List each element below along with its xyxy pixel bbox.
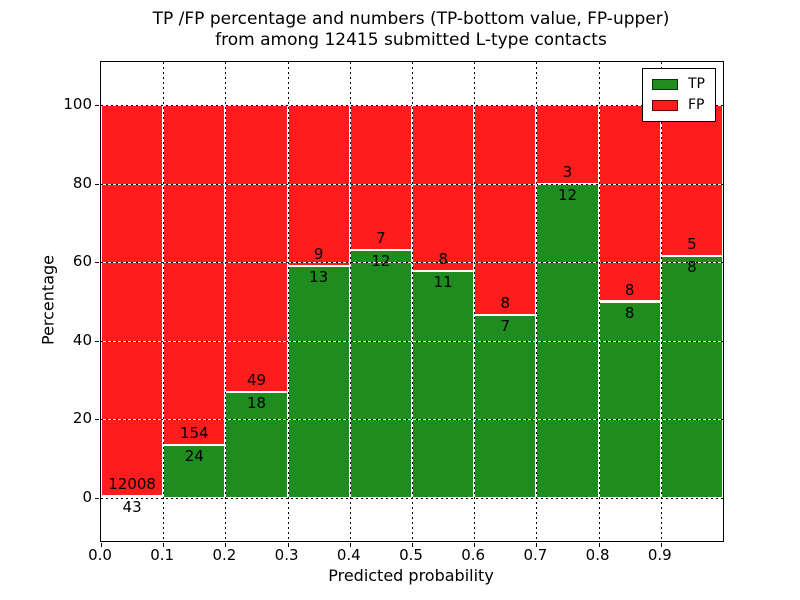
- legend-label: FP: [688, 97, 705, 113]
- x-axis-label: Predicted probability: [328, 566, 494, 585]
- y-tick-mark: [95, 419, 99, 421]
- fp-count-label: 9: [313, 244, 324, 263]
- x-tick-label: 0.1: [150, 546, 175, 564]
- x-tick-mark: [598, 543, 600, 547]
- y-tick-label: 40: [72, 330, 92, 349]
- legend-swatch: [652, 100, 678, 111]
- chart-title-line1: TP /FP percentage and numbers (TP-bottom…: [152, 9, 670, 29]
- x-gridline: [412, 62, 413, 541]
- x-tick-label: 0.0: [88, 546, 112, 564]
- y-tick-mark: [95, 105, 99, 107]
- fp-bar-segment: [163, 105, 226, 445]
- y-tick-label: 20: [72, 409, 92, 428]
- tp-count-label: 18: [246, 394, 267, 413]
- tp-bar-segment: [474, 314, 537, 498]
- y-tick-label: 80: [72, 173, 92, 192]
- tp-count-label: 12: [557, 185, 578, 204]
- x-tick-mark: [474, 543, 476, 547]
- x-gridline: [163, 62, 165, 541]
- x-tick-mark: [163, 543, 165, 547]
- tp-bar-segment: [660, 256, 723, 498]
- x-tick-label: 0.7: [523, 546, 548, 564]
- x-gridline: [287, 62, 289, 541]
- legend-entry: TP: [652, 74, 705, 95]
- fp-bar-segment: [598, 105, 661, 302]
- fp-count-label: 5: [687, 235, 697, 254]
- y-tick-label: 60: [72, 252, 92, 271]
- fp-bar-segment: [660, 105, 723, 257]
- fp-bar-segment: [349, 105, 412, 250]
- x-tick-label: 0.5: [399, 546, 423, 564]
- fp-count-label: 12008: [108, 475, 156, 494]
- fp-bar-segment: [412, 105, 475, 271]
- tp-count-label: 8: [624, 303, 635, 322]
- fp-bar-segment: [225, 105, 288, 393]
- legend-label: TP: [688, 76, 705, 92]
- tp-count-label: 12: [371, 251, 391, 270]
- chart-title-line2: from among 12415 submitted L-type contac…: [215, 30, 607, 50]
- fp-bar-segment: [536, 105, 599, 184]
- tp-count-label: 8: [687, 258, 697, 277]
- legend-entry: FP: [652, 95, 705, 116]
- tp-count-label: 24: [184, 446, 204, 465]
- x-gridline: [474, 62, 476, 541]
- chart-title: TP /FP percentage and numbers (TP-bottom…: [153, 9, 670, 51]
- x-gridline: [225, 62, 227, 541]
- x-tick-mark: [287, 543, 289, 547]
- tp-count-label: 11: [433, 272, 453, 291]
- tp-bar-segment: [287, 265, 350, 498]
- x-tick-label: 0.8: [585, 546, 610, 564]
- x-gridline: [598, 62, 600, 541]
- legend-rows: TP FP: [652, 74, 705, 116]
- fp-bar-segment: [101, 105, 164, 497]
- tp-count-label: 13: [309, 267, 329, 286]
- y-tick-mark: [95, 183, 99, 185]
- tp-bar-segment: [412, 270, 475, 498]
- x-tick-label: 0.3: [274, 546, 299, 564]
- x-tick-label: 0.6: [461, 546, 486, 564]
- fp-bar-segment: [474, 105, 537, 315]
- x-gridline: [536, 62, 538, 541]
- y-tick-label: 100: [63, 95, 92, 114]
- x-tick-mark: [660, 543, 662, 547]
- tp-count-label: 43: [122, 498, 142, 517]
- x-tick-label: 0.9: [647, 546, 672, 564]
- y-tick-mark: [95, 497, 99, 499]
- plot-area: 12008 43 154 24 49 18 9 13 7 12 8 11 8 7 3 12 8 8 5 8 TP FP: [95, 61, 724, 547]
- fp-count-label: 49: [246, 371, 267, 390]
- tp-bar-segment: [349, 249, 412, 498]
- fp-count-label: 8: [438, 249, 448, 268]
- x-tick-label: 0.4: [336, 546, 361, 564]
- fp-count-label: 8: [500, 293, 511, 312]
- fp-count-label: 154: [179, 423, 209, 442]
- x-tick-mark: [101, 543, 102, 547]
- y-tick-mark: [95, 262, 99, 264]
- x-tick-mark: [349, 543, 351, 547]
- x-tick-mark: [536, 543, 538, 547]
- tp-count-label: 7: [500, 316, 511, 335]
- fp-count-label: 8: [624, 280, 635, 299]
- x-tick-label: 0.2: [212, 546, 237, 564]
- fp-count-label: 7: [376, 228, 386, 247]
- tp-bar-segment: [163, 444, 226, 498]
- tp-bar-segment: [598, 301, 661, 498]
- fp-bar-segment: [287, 105, 350, 266]
- x-gridline: [349, 62, 351, 541]
- y-tick-mark: [95, 340, 99, 342]
- fp-count-label: 3: [562, 162, 573, 181]
- y-tick-label: 0: [82, 487, 92, 506]
- legend-swatch: [652, 79, 678, 90]
- x-tick-mark: [225, 543, 227, 547]
- legend: TP FP: [642, 68, 716, 122]
- x-gridline: [660, 62, 662, 541]
- x-tick-mark: [412, 543, 413, 547]
